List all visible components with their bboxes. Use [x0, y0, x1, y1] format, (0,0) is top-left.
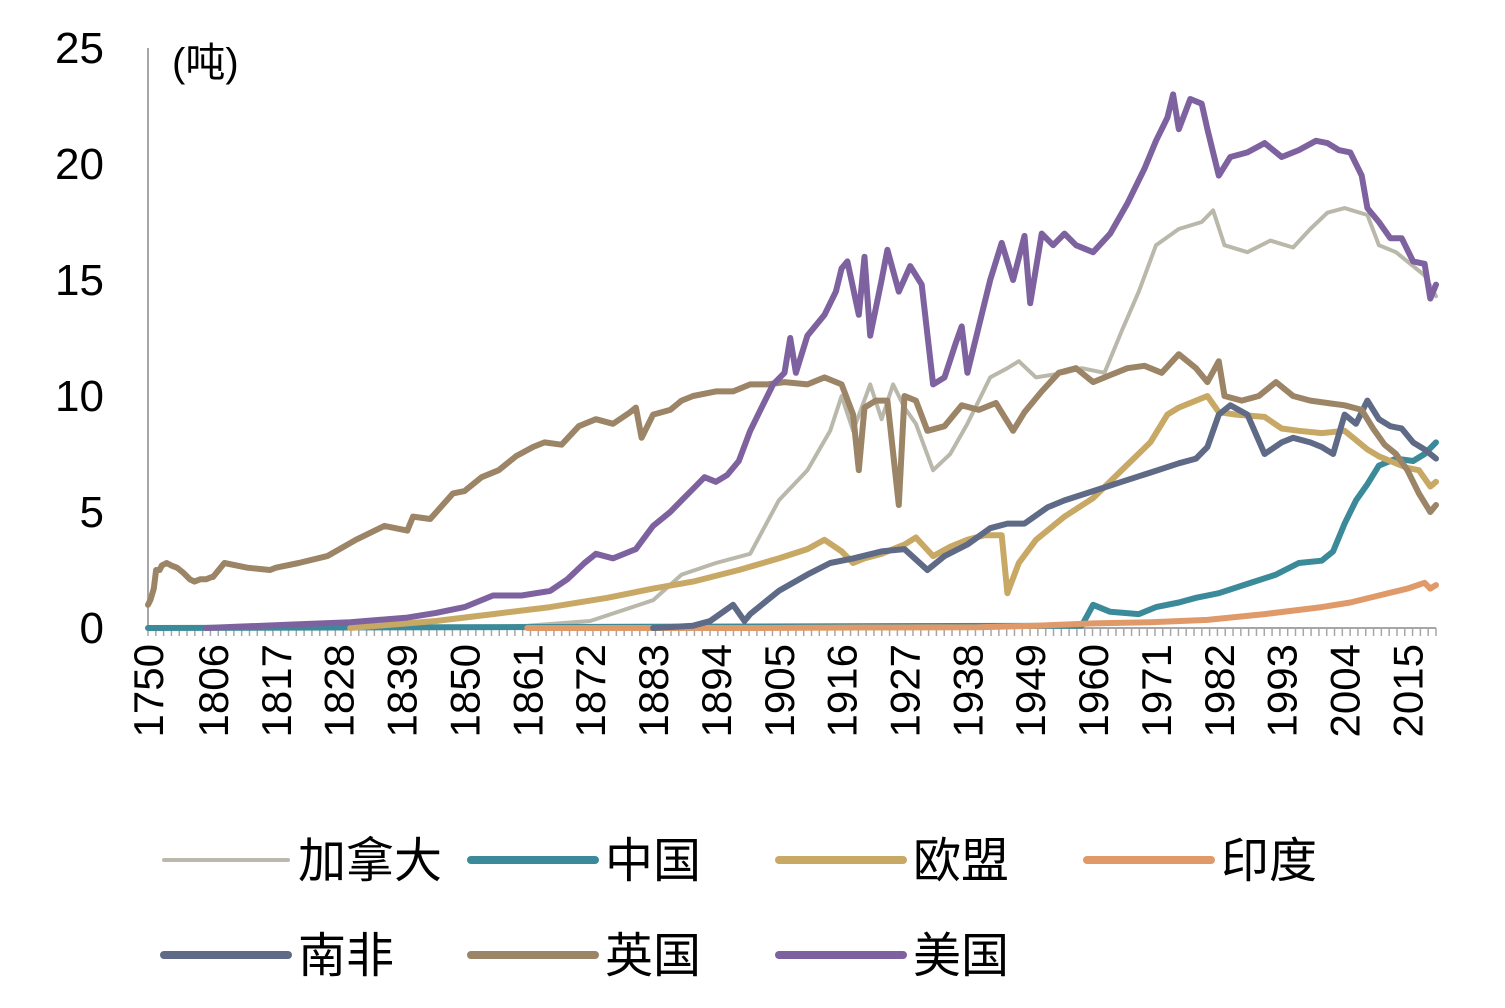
legend-label: 英国 [605, 928, 701, 984]
series-line [462, 206, 1438, 630]
y-tick-label: 5 [80, 488, 104, 537]
series-line [145, 439, 1439, 631]
x-tick-label: 2015 [1384, 644, 1431, 737]
series-line [347, 393, 1439, 631]
x-tick-label: 1883 [630, 644, 677, 737]
x-tick-label: 1905 [756, 644, 803, 737]
series-lines [145, 91, 1439, 631]
x-tick-label: 1828 [316, 644, 363, 737]
x-tick-label: 1971 [1133, 644, 1180, 737]
x-tick-label: 1960 [1070, 644, 1117, 737]
x-tick-label: 1817 [253, 644, 300, 737]
y-tick-label: 20 [55, 140, 104, 189]
legend-label: 中国 [605, 833, 701, 889]
series-line [650, 397, 1439, 631]
legend-label: 美国 [913, 928, 1009, 984]
legend-label: 南非 [298, 928, 394, 984]
series-line [203, 91, 1439, 631]
x-tick-label: 1806 [190, 644, 237, 737]
x-tick-label: 1839 [379, 644, 426, 737]
y-tick-label: 25 [55, 24, 104, 73]
y-unit-label: (吨) [172, 41, 239, 85]
x-tick-label: 1872 [567, 644, 614, 737]
x-tick-label: 1894 [693, 644, 740, 737]
axes: 0 5 10 15 20 25 1750 1806 1817 1828 1839 1850 1861 18… [55, 24, 1437, 737]
legend-label: 欧盟 [913, 833, 1009, 889]
legend-label: 印度 [1221, 833, 1317, 889]
y-tick-label: 10 [55, 372, 104, 421]
x-tick-label: 2004 [1322, 644, 1369, 737]
y-tick-label: 15 [55, 256, 104, 305]
x-tick-label: 1916 [819, 644, 866, 737]
x-tick-label: 1850 [441, 644, 488, 737]
x-tick-label: 1861 [504, 644, 551, 737]
x-tick-label: 1938 [944, 644, 991, 737]
x-tick-label: 1750 [125, 644, 172, 737]
x-tick-label: 1993 [1259, 644, 1306, 737]
x-tick-label: 1927 [882, 644, 929, 737]
series-line [524, 579, 1439, 631]
x-tick-label: 1982 [1196, 644, 1243, 737]
y-tick-label: 0 [80, 604, 104, 653]
series-line [145, 351, 1439, 608]
x-tick-label: 1949 [1007, 644, 1054, 737]
legend-label: 加拿大 [298, 833, 442, 889]
